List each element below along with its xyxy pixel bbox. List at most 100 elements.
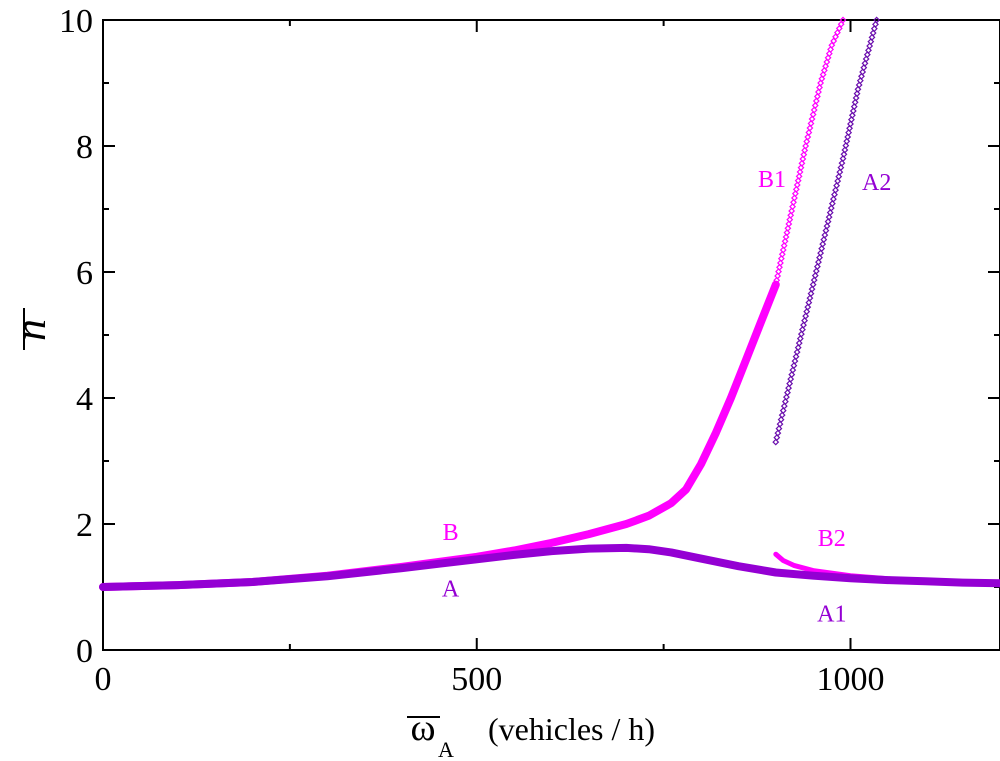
series-point-a2 bbox=[844, 133, 852, 141]
series-point-a2 bbox=[788, 371, 796, 379]
axis-ticks bbox=[102, 19, 1000, 651]
series-point-a2 bbox=[868, 33, 876, 41]
series-point-b1 bbox=[792, 185, 800, 193]
series-point-a2 bbox=[794, 344, 802, 352]
series-point-b1 bbox=[824, 54, 832, 62]
series-point-a2 bbox=[805, 299, 813, 307]
curve-label-a1: A1 bbox=[817, 602, 846, 628]
series-point-a2 bbox=[840, 150, 848, 158]
x-tick-label: 1000 bbox=[817, 661, 885, 698]
series-point-a2 bbox=[781, 398, 789, 406]
series-point-a2 bbox=[791, 357, 799, 365]
series-point-a2 bbox=[872, 20, 879, 28]
series-b1 bbox=[772, 16, 847, 289]
series-point-b1 bbox=[837, 20, 845, 28]
series-point-a2 bbox=[792, 353, 800, 361]
series-point-a2 bbox=[785, 384, 793, 392]
series-point-b1 bbox=[816, 84, 823, 91]
series-point-a2 bbox=[802, 312, 810, 320]
series-point-a2 bbox=[809, 281, 817, 289]
series-a bbox=[99, 543, 1000, 591]
series-point-a2 bbox=[793, 348, 801, 356]
series-point-a2 bbox=[817, 249, 825, 257]
x-axis-title-symbol: ω bbox=[410, 707, 435, 749]
series-point-b1 bbox=[822, 62, 830, 70]
series-point-b1 bbox=[807, 120, 815, 127]
series-point-a2 bbox=[821, 231, 829, 239]
series-point-b1 bbox=[776, 263, 783, 271]
series-point-a2 bbox=[774, 429, 782, 437]
series-point-a2 bbox=[778, 411, 786, 419]
series-point-b1 bbox=[785, 220, 793, 228]
series-point-a2 bbox=[841, 146, 849, 154]
series-point-a2 bbox=[836, 168, 844, 176]
series-point-a2 bbox=[849, 107, 857, 115]
series-point-b1 bbox=[779, 246, 787, 254]
series-point-b1 bbox=[825, 50, 833, 58]
series-point-a2 bbox=[790, 362, 798, 370]
series-point-a2 bbox=[823, 222, 831, 230]
series-line-a bbox=[99, 543, 1000, 591]
series-point-a2 bbox=[853, 90, 861, 98]
series-point-b1 bbox=[835, 24, 843, 32]
series-point-a2 bbox=[773, 434, 781, 442]
series-point-b1 bbox=[827, 45, 835, 53]
series-point-b1 bbox=[828, 41, 836, 49]
series-point-a2 bbox=[780, 402, 788, 410]
series-point-b1 bbox=[789, 203, 797, 211]
series-point-b1 bbox=[832, 33, 839, 41]
series-point-a2 bbox=[829, 195, 837, 203]
series-point-a2 bbox=[813, 263, 821, 271]
series-point-b1 bbox=[778, 250, 786, 258]
series-point-b1 bbox=[774, 272, 782, 280]
series-point-a2 bbox=[804, 303, 812, 311]
y-axis-title-text: n bbox=[6, 319, 55, 341]
series-point-a2 bbox=[803, 308, 811, 316]
series-point-a2 bbox=[810, 276, 818, 284]
x-axis-title-subscript: A bbox=[438, 737, 454, 761]
series-point-b1 bbox=[796, 168, 804, 176]
series-point-a2 bbox=[820, 236, 828, 244]
plot-frame bbox=[102, 19, 1000, 651]
tick-labels: 0 500 1000 0 2 4 6 8 10 bbox=[59, 3, 885, 698]
series-point-b1 bbox=[803, 138, 811, 145]
series-point-a2 bbox=[851, 98, 859, 106]
series-point-a2 bbox=[818, 245, 826, 253]
series-point-b1 bbox=[813, 93, 821, 100]
y-tick-label: 2 bbox=[76, 507, 93, 544]
curve-label-b1: B1 bbox=[758, 167, 786, 193]
series-point-b1 bbox=[798, 159, 806, 167]
series-point-a2 bbox=[852, 94, 860, 102]
series-point-a2 bbox=[797, 330, 805, 338]
y-axis-title: n bbox=[6, 308, 55, 350]
series-point-a2 bbox=[861, 59, 869, 67]
series-point-b1 bbox=[786, 216, 794, 224]
series-point-b1 bbox=[811, 102, 819, 109]
series-point-a2 bbox=[787, 375, 795, 383]
series-point-b1 bbox=[801, 146, 809, 154]
series-point-a2 bbox=[819, 240, 827, 248]
series-point-b1 bbox=[818, 75, 826, 83]
series-point-b1 bbox=[797, 164, 805, 172]
series-point-a2 bbox=[796, 335, 804, 343]
series-point-a2 bbox=[798, 326, 806, 334]
series-point-a2 bbox=[869, 29, 877, 37]
series-point-b1 bbox=[799, 155, 807, 163]
x-tick-label: 500 bbox=[451, 661, 502, 698]
series-point-b1 bbox=[781, 237, 789, 245]
curve-label-b: B bbox=[443, 520, 459, 546]
series-point-b1 bbox=[804, 133, 812, 141]
series-point-a2 bbox=[842, 142, 850, 150]
y-tick-label: 4 bbox=[76, 381, 93, 418]
curve-label-a2: A2 bbox=[862, 170, 891, 196]
series-point-a2 bbox=[825, 213, 833, 221]
series-point-b1 bbox=[820, 66, 828, 74]
series-point-b1 bbox=[794, 177, 802, 185]
series-point-a2 bbox=[811, 272, 819, 280]
series-point-b1 bbox=[787, 211, 795, 219]
y-tick-label: 0 bbox=[76, 633, 93, 670]
curve-label-b2: B2 bbox=[818, 526, 846, 552]
series-point-b1 bbox=[806, 124, 814, 132]
annotation-layer: B A B1 A2 B2 A1 bbox=[442, 167, 891, 628]
